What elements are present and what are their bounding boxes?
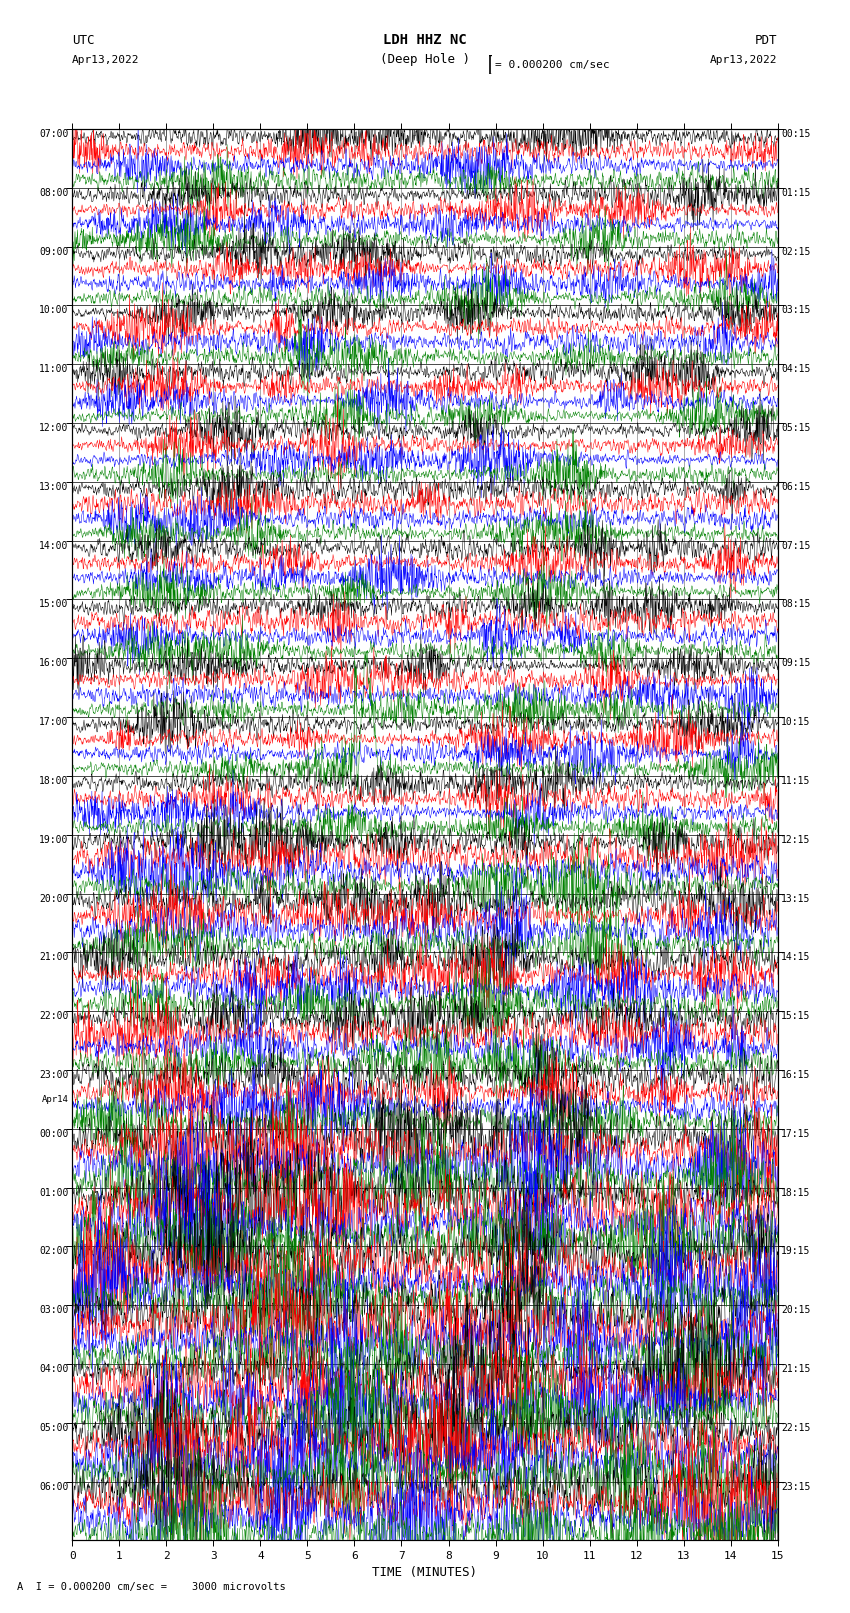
Text: 13:15: 13:15: [781, 894, 811, 903]
Text: 08:00: 08:00: [39, 187, 69, 198]
Text: 19:15: 19:15: [781, 1247, 811, 1257]
Text: 05:00: 05:00: [39, 1423, 69, 1432]
Text: 03:15: 03:15: [781, 305, 811, 316]
Text: 02:00: 02:00: [39, 1247, 69, 1257]
Text: Apr14: Apr14: [42, 1095, 69, 1103]
Text: 05:15: 05:15: [781, 423, 811, 432]
Text: 23:00: 23:00: [39, 1069, 69, 1081]
Text: 06:00: 06:00: [39, 1482, 69, 1492]
Text: 20:00: 20:00: [39, 894, 69, 903]
Text: Apr13,2022: Apr13,2022: [711, 55, 778, 65]
Text: 10:15: 10:15: [781, 718, 811, 727]
Text: 14:15: 14:15: [781, 952, 811, 963]
Text: 16:00: 16:00: [39, 658, 69, 668]
Text: 04:00: 04:00: [39, 1365, 69, 1374]
Text: 09:00: 09:00: [39, 247, 69, 256]
Text: = 0.000200 cm/sec: = 0.000200 cm/sec: [495, 60, 609, 69]
Text: 09:15: 09:15: [781, 658, 811, 668]
Text: 13:00: 13:00: [39, 482, 69, 492]
Text: 04:15: 04:15: [781, 365, 811, 374]
Text: 20:15: 20:15: [781, 1305, 811, 1315]
Text: 21:15: 21:15: [781, 1365, 811, 1374]
Text: 07:15: 07:15: [781, 540, 811, 550]
Text: 11:15: 11:15: [781, 776, 811, 786]
Text: 02:15: 02:15: [781, 247, 811, 256]
Text: 15:00: 15:00: [39, 600, 69, 610]
Text: Apr13,2022: Apr13,2022: [72, 55, 139, 65]
Text: 21:00: 21:00: [39, 952, 69, 963]
Text: UTC: UTC: [72, 34, 94, 47]
Text: 12:00: 12:00: [39, 423, 69, 432]
Text: 22:00: 22:00: [39, 1011, 69, 1021]
Text: 11:00: 11:00: [39, 365, 69, 374]
Text: 01:15: 01:15: [781, 187, 811, 198]
Text: 23:15: 23:15: [781, 1482, 811, 1492]
Text: 01:00: 01:00: [39, 1187, 69, 1197]
Text: LDH HHZ NC: LDH HHZ NC: [383, 34, 467, 47]
X-axis label: TIME (MINUTES): TIME (MINUTES): [372, 1566, 478, 1579]
Text: 17:00: 17:00: [39, 718, 69, 727]
Text: (Deep Hole ): (Deep Hole ): [380, 53, 470, 66]
Text: 17:15: 17:15: [781, 1129, 811, 1139]
Text: 18:15: 18:15: [781, 1187, 811, 1197]
Text: 03:00: 03:00: [39, 1305, 69, 1315]
Text: PDT: PDT: [756, 34, 778, 47]
Text: 12:15: 12:15: [781, 836, 811, 845]
Text: 00:15: 00:15: [781, 129, 811, 139]
Text: 18:00: 18:00: [39, 776, 69, 786]
Text: 22:15: 22:15: [781, 1423, 811, 1432]
Text: 10:00: 10:00: [39, 305, 69, 316]
Text: 19:00: 19:00: [39, 836, 69, 845]
Text: 15:15: 15:15: [781, 1011, 811, 1021]
Text: A  I = 0.000200 cm/sec =    3000 microvolts: A I = 0.000200 cm/sec = 3000 microvolts: [17, 1582, 286, 1592]
Text: 16:15: 16:15: [781, 1069, 811, 1081]
Text: 07:00: 07:00: [39, 129, 69, 139]
Text: 06:15: 06:15: [781, 482, 811, 492]
Text: 14:00: 14:00: [39, 540, 69, 550]
Text: 08:15: 08:15: [781, 600, 811, 610]
Text: 00:00: 00:00: [39, 1129, 69, 1139]
